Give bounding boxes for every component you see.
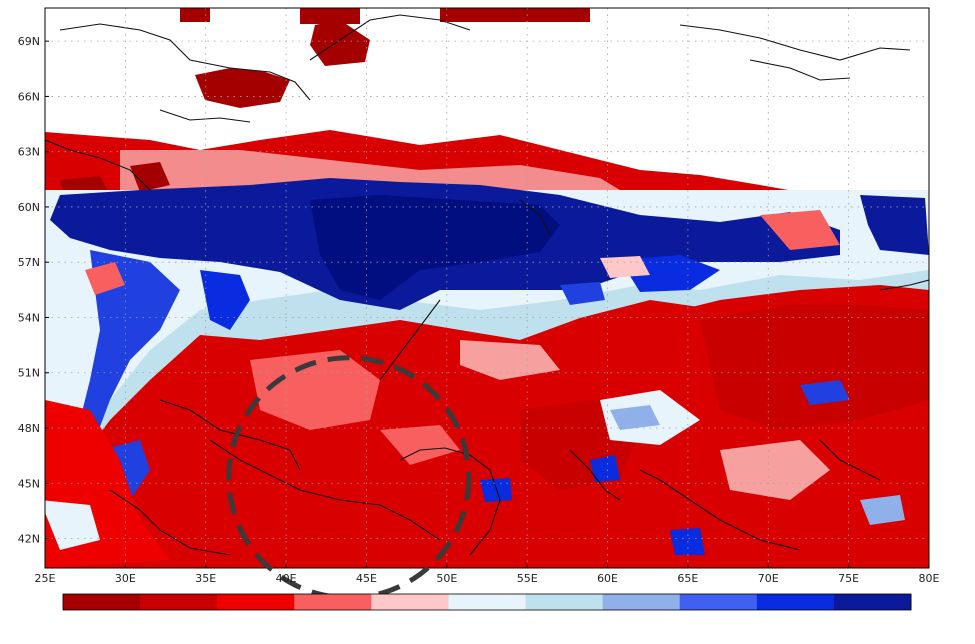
colorbar-swatch: [525, 594, 604, 610]
lon-tick-label: 25E: [35, 572, 56, 585]
lat-tick-label: 69N: [18, 35, 40, 48]
colorbar-swatch: [140, 594, 218, 610]
map-frame: [44, 7, 930, 569]
lon-tick-label: 70E: [758, 572, 779, 585]
colorbar-swatch: [833, 594, 912, 610]
colorbar-swatch: [602, 594, 681, 610]
lat-tick-label: 66N: [18, 90, 40, 103]
anomaly-field: [45, 8, 929, 568]
lat-tick-label: 60N: [18, 201, 40, 214]
colorbar-swatch: [63, 594, 141, 610]
graticule: [44, 8, 930, 568]
colorbar-swatch: [217, 594, 295, 610]
colorbar-swatch: [294, 594, 372, 610]
lon-tick-label: 75E: [838, 572, 859, 585]
colorbar-swatch: [679, 594, 758, 610]
lat-tick-label: 51N: [18, 367, 40, 380]
lat-tick-label: 54N: [18, 311, 40, 324]
lon-tick-label: 80E: [919, 572, 940, 585]
lat-tick-label: 45N: [18, 477, 40, 490]
colorbar-swatch: [371, 594, 449, 610]
lon-tick-label: 40E: [276, 572, 297, 585]
lon-tick-label: 50E: [436, 572, 457, 585]
lat-tick-label: 63N: [18, 146, 40, 159]
lat-labels: 69N 66N 63N 60N 57N 54N 51N 48N 45N 42N: [18, 35, 49, 546]
lon-tick-label: 55E: [517, 572, 538, 585]
lat-tick-label: 42N: [18, 533, 40, 546]
colorbar: [62, 593, 912, 611]
colorbar-swatch: [448, 594, 527, 610]
coastlines: [45, 14, 929, 556]
lat-tick-label: 57N: [18, 256, 40, 269]
lon-tick-label: 65E: [677, 572, 698, 585]
colorbar-frame: [62, 593, 912, 611]
lon-tick-label: 60E: [597, 572, 618, 585]
lon-tick-label: 45E: [356, 572, 377, 585]
lon-tick-label: 30E: [115, 572, 136, 585]
lat-tick-label: 48N: [18, 422, 40, 435]
colorbar-swatch: [756, 594, 835, 610]
lon-labels: 25E 30E 35E 40E 45E 50E 55E 60E 65E 70E 75E 80E: [35, 564, 940, 585]
lon-tick-label: 35E: [195, 572, 216, 585]
